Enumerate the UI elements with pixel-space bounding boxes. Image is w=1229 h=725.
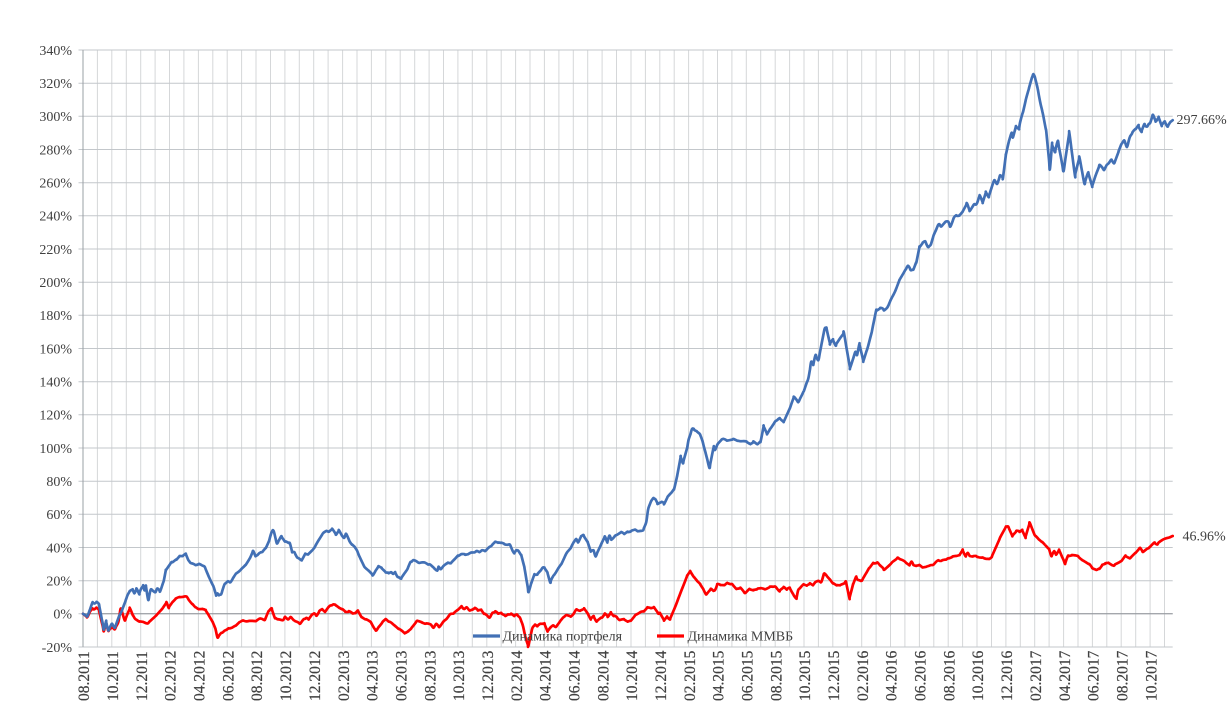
svg-text:-20%: -20% xyxy=(42,641,73,656)
svg-text:04.2017: 04.2017 xyxy=(1057,650,1074,701)
svg-text:12.2016: 12.2016 xyxy=(999,650,1016,701)
svg-text:06.2012: 06.2012 xyxy=(220,651,237,701)
svg-text:10.2015: 10.2015 xyxy=(797,650,814,701)
svg-text:12.2013: 12.2013 xyxy=(480,650,497,701)
svg-text:297.66%: 297.66% xyxy=(1177,113,1228,128)
svg-text:02.2014: 02.2014 xyxy=(509,650,526,701)
svg-text:100%: 100% xyxy=(39,442,72,457)
svg-text:280%: 280% xyxy=(39,143,72,158)
svg-text:320%: 320% xyxy=(39,77,72,92)
svg-text:200%: 200% xyxy=(39,276,72,291)
svg-text:140%: 140% xyxy=(39,376,72,391)
svg-text:08.2013: 08.2013 xyxy=(422,650,439,701)
svg-text:08.2011: 08.2011 xyxy=(76,651,93,701)
svg-text:260%: 260% xyxy=(39,177,72,192)
svg-text:02.2013: 02.2013 xyxy=(336,650,353,701)
svg-text:04.2016: 04.2016 xyxy=(884,650,901,701)
svg-text:06.2016: 06.2016 xyxy=(913,650,930,701)
svg-text:80%: 80% xyxy=(46,475,72,490)
svg-text:10.2011: 10.2011 xyxy=(105,651,122,701)
svg-text:160%: 160% xyxy=(39,342,72,357)
svg-text:08.2014: 08.2014 xyxy=(595,650,612,701)
svg-text:12.2011: 12.2011 xyxy=(134,651,151,701)
svg-text:10.2017: 10.2017 xyxy=(1143,650,1160,701)
svg-text:12.2014: 12.2014 xyxy=(653,650,670,701)
svg-text:06.2014: 06.2014 xyxy=(567,650,584,701)
svg-text:300%: 300% xyxy=(39,110,72,125)
svg-text:04.2013: 04.2013 xyxy=(365,650,382,701)
svg-text:02.2012: 02.2012 xyxy=(163,651,180,701)
svg-text:08.2012: 08.2012 xyxy=(249,651,266,701)
svg-text:04.2012: 04.2012 xyxy=(192,651,209,701)
svg-text:240%: 240% xyxy=(39,210,72,225)
svg-text:Динамика ММВБ: Динамика ММВБ xyxy=(688,630,794,645)
svg-text:0%: 0% xyxy=(53,608,72,623)
svg-text:40%: 40% xyxy=(46,541,72,556)
svg-text:46.96%: 46.96% xyxy=(1183,530,1227,545)
svg-text:08.2017: 08.2017 xyxy=(1114,650,1131,701)
svg-text:10.2014: 10.2014 xyxy=(624,650,641,701)
svg-text:04.2014: 04.2014 xyxy=(538,650,555,701)
svg-text:Динамика портфеля: Динамика портфеля xyxy=(503,630,623,645)
svg-text:60%: 60% xyxy=(46,508,72,523)
svg-text:20%: 20% xyxy=(46,575,72,590)
svg-text:04.2015: 04.2015 xyxy=(711,650,728,701)
svg-text:08.2015: 08.2015 xyxy=(768,650,785,701)
svg-text:02.2015: 02.2015 xyxy=(682,650,699,701)
svg-text:12.2015: 12.2015 xyxy=(826,650,843,701)
svg-text:220%: 220% xyxy=(39,243,72,258)
svg-text:06.2013: 06.2013 xyxy=(393,650,410,701)
svg-text:08.2016: 08.2016 xyxy=(941,650,958,701)
svg-text:10.2013: 10.2013 xyxy=(451,650,468,701)
svg-text:02.2017: 02.2017 xyxy=(1028,650,1045,701)
svg-text:06.2017: 06.2017 xyxy=(1086,650,1103,701)
svg-text:06.2015: 06.2015 xyxy=(740,650,757,701)
svg-text:340%: 340% xyxy=(39,44,72,59)
svg-text:120%: 120% xyxy=(39,409,72,424)
svg-text:180%: 180% xyxy=(39,309,72,324)
svg-text:10.2016: 10.2016 xyxy=(970,650,987,701)
svg-text:10.2012: 10.2012 xyxy=(278,651,295,701)
svg-text:12.2012: 12.2012 xyxy=(307,651,324,701)
svg-text:02.2016: 02.2016 xyxy=(855,650,872,701)
